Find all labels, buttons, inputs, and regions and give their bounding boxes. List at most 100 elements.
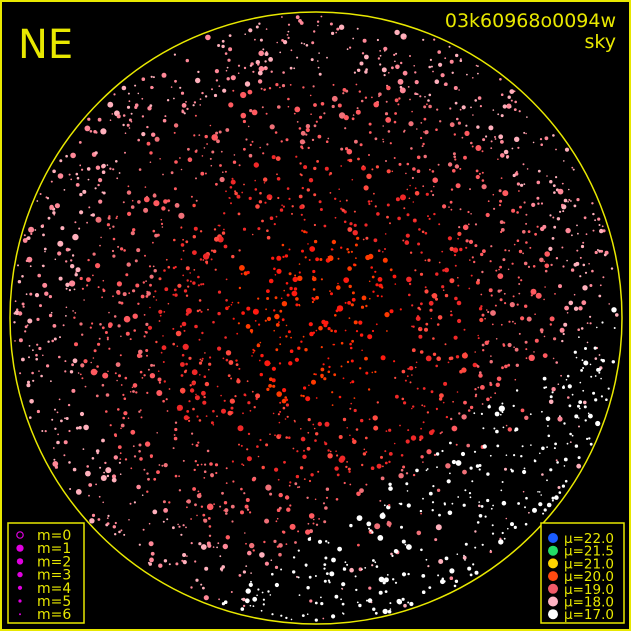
star-marker xyxy=(230,591,233,593)
star-marker xyxy=(494,136,496,138)
star-marker xyxy=(203,395,206,399)
star-marker xyxy=(582,389,585,392)
star-marker xyxy=(469,466,473,470)
star-marker xyxy=(333,373,337,377)
star-marker xyxy=(111,113,114,115)
star-marker xyxy=(544,136,549,141)
star-marker xyxy=(383,504,386,507)
star-marker xyxy=(521,445,524,448)
star-marker xyxy=(320,367,325,372)
star-marker xyxy=(509,89,515,94)
star-marker xyxy=(409,98,411,101)
star-marker xyxy=(419,435,424,440)
star-marker xyxy=(289,504,292,507)
magnitude-legend-label: m=5 xyxy=(37,594,71,610)
star-marker xyxy=(225,299,228,302)
star-marker xyxy=(532,265,536,268)
star-marker xyxy=(461,136,464,139)
star-marker xyxy=(202,253,210,260)
star-marker xyxy=(301,614,305,617)
star-marker xyxy=(488,288,493,293)
star-marker xyxy=(543,386,546,389)
star-marker xyxy=(342,88,347,92)
star-marker xyxy=(461,367,467,373)
star-marker xyxy=(377,57,381,60)
star-marker xyxy=(532,141,535,144)
star-marker xyxy=(449,441,452,445)
star-marker xyxy=(65,287,68,290)
star-marker xyxy=(200,463,203,466)
star-marker xyxy=(106,164,109,166)
star-marker xyxy=(274,565,279,570)
star-marker xyxy=(73,316,76,319)
star-marker xyxy=(557,416,563,422)
star-marker xyxy=(189,280,192,283)
star-marker xyxy=(556,461,559,464)
star-marker xyxy=(500,228,505,232)
star-marker xyxy=(447,236,452,241)
star-marker xyxy=(157,370,160,373)
star-marker xyxy=(159,158,161,160)
brightness-legend-label: μ=17.0 xyxy=(564,607,614,623)
star-marker xyxy=(313,223,316,227)
star-marker xyxy=(573,204,577,208)
star-marker xyxy=(206,143,209,145)
star-marker xyxy=(428,93,432,97)
star-marker xyxy=(246,456,252,462)
star-marker xyxy=(522,163,525,166)
star-marker xyxy=(203,518,208,523)
star-marker xyxy=(564,147,570,152)
star-marker xyxy=(581,300,587,306)
star-marker xyxy=(375,323,378,326)
star-marker xyxy=(204,381,210,387)
star-marker xyxy=(432,485,435,488)
star-marker xyxy=(365,304,368,308)
star-marker xyxy=(272,384,276,388)
star-marker xyxy=(68,429,71,433)
star-marker xyxy=(262,48,265,51)
star-marker xyxy=(266,316,272,321)
star-marker xyxy=(425,322,429,326)
star-marker xyxy=(549,214,552,217)
star-marker xyxy=(223,228,225,231)
star-marker xyxy=(368,280,371,283)
star-marker xyxy=(477,72,479,75)
star-marker xyxy=(334,466,339,471)
star-marker xyxy=(605,398,608,402)
star-marker xyxy=(591,202,594,205)
star-marker xyxy=(441,431,443,433)
brightness-swatch-icon xyxy=(548,571,558,582)
star-marker xyxy=(218,130,222,134)
star-marker xyxy=(515,389,519,392)
star-marker xyxy=(575,356,578,359)
star-marker xyxy=(534,338,539,343)
star-marker xyxy=(299,21,304,25)
star-marker xyxy=(430,190,433,193)
star-marker xyxy=(16,308,19,311)
star-marker xyxy=(522,252,524,255)
star-marker xyxy=(475,64,478,67)
star-marker xyxy=(87,178,90,181)
star-marker xyxy=(438,513,441,517)
star-marker xyxy=(87,117,91,121)
star-marker xyxy=(462,469,467,475)
star-marker xyxy=(225,350,232,356)
star-marker xyxy=(269,197,272,201)
star-marker xyxy=(182,392,184,394)
star-marker xyxy=(435,364,439,368)
star-marker xyxy=(448,206,450,208)
star-marker xyxy=(588,263,590,265)
star-marker xyxy=(126,262,131,267)
star-marker xyxy=(217,224,220,227)
star-marker xyxy=(408,282,412,286)
star-marker xyxy=(54,203,61,209)
star-marker xyxy=(424,327,428,332)
star-marker xyxy=(185,58,189,63)
star-marker xyxy=(265,112,268,115)
star-marker xyxy=(386,330,388,332)
star-marker xyxy=(419,350,424,354)
star-marker xyxy=(309,331,314,337)
star-marker xyxy=(13,312,16,315)
star-marker xyxy=(353,320,358,325)
star-marker xyxy=(208,362,212,366)
